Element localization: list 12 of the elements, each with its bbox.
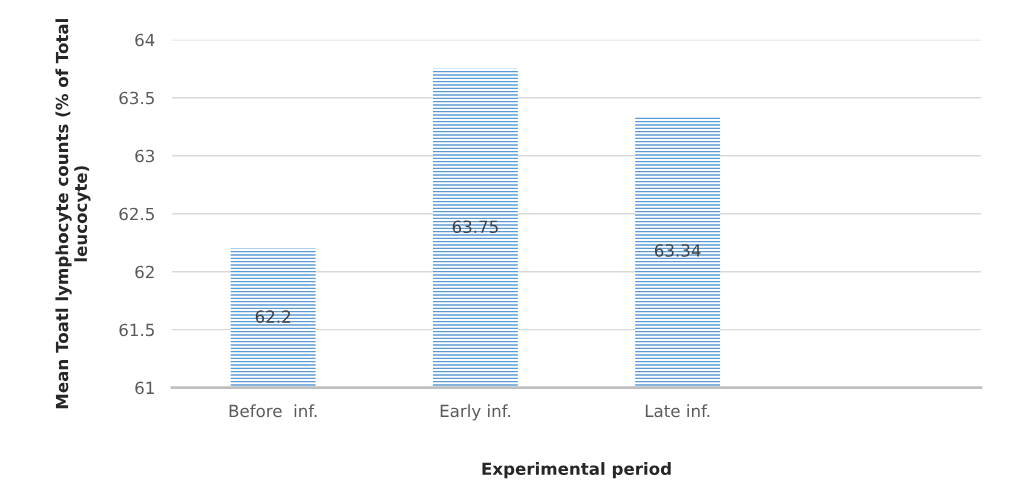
x-tick-label: Early inf.: [440, 404, 510, 421]
x-tick-label: Before inf.: [229, 404, 317, 418]
y-tick-label: 62: [135, 265, 154, 279]
y-tick-label: 62.5: [119, 207, 154, 221]
y-axis-title: Mean Toatl lymphocyte counts (% of Total leucocyte): [55, 19, 91, 409]
y-tick-label: 61.5: [119, 323, 154, 337]
y-tick-label: 64: [135, 33, 155, 47]
y-tick-label: 63.5: [119, 91, 154, 105]
y-tick-label: 63: [135, 149, 155, 163]
y-tick-label: 61: [135, 381, 154, 395]
x-axis-title: Experimental period: [482, 462, 671, 479]
x-tick-label: Late inf.: [645, 404, 710, 418]
